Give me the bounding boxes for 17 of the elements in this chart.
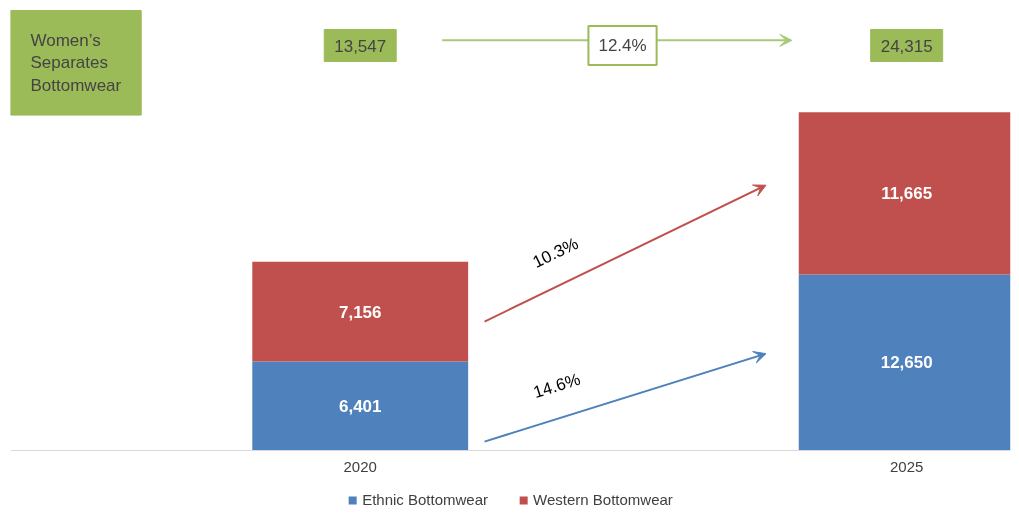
data-label: 7,156 bbox=[338, 302, 382, 322]
bar bbox=[252, 361, 469, 451]
legend-label: Ethnic Bottomwear bbox=[362, 491, 489, 508]
data-label: 12,650 bbox=[880, 353, 933, 373]
x-tick-label: 2025 bbox=[889, 457, 924, 475]
x-tick-label: 2020 bbox=[343, 457, 377, 475]
chart-title: Women’s Separates Bottomwear bbox=[30, 30, 122, 96]
data-label: 11,665 bbox=[881, 184, 933, 204]
text: 12.4% bbox=[598, 36, 647, 55]
bar bbox=[798, 112, 1011, 275]
text: 24,315 bbox=[880, 36, 933, 56]
bar bbox=[252, 261, 469, 362]
data-label: 6,401 bbox=[338, 396, 382, 416]
text: 13,547 bbox=[334, 36, 387, 56]
annotation: 14.6% bbox=[531, 369, 583, 403]
bar bbox=[798, 274, 1011, 451]
legend-label: Western Bottomwear bbox=[533, 491, 673, 508]
